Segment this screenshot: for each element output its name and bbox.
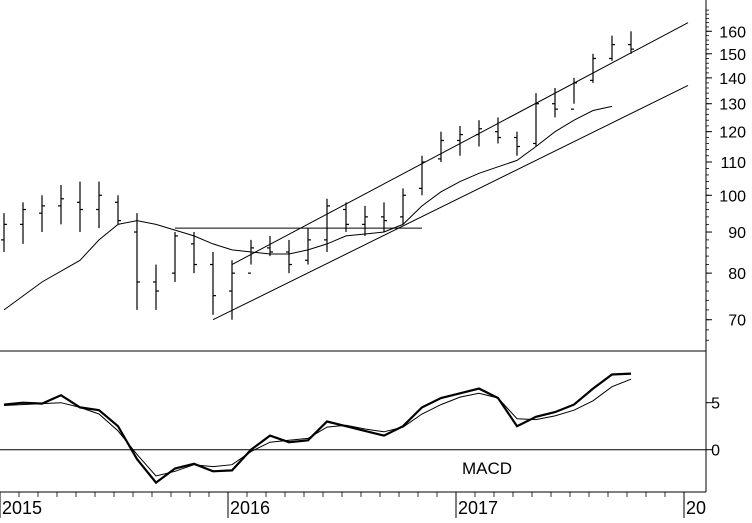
price-bar	[210, 251, 216, 315]
price-tick-label: 80	[728, 266, 746, 283]
price-tick-label: 110	[720, 155, 746, 172]
price-bar	[324, 198, 330, 252]
price-bar	[362, 205, 368, 236]
x-tick-label: 2016	[230, 498, 270, 518]
x-tick-label: 2017	[458, 498, 498, 518]
price-tick-label: 100	[719, 188, 746, 205]
price-bar	[305, 228, 311, 265]
price-bar	[115, 195, 121, 225]
price-bar	[191, 232, 197, 274]
chart-frame	[0, 0, 707, 493]
price-bar	[248, 239, 254, 274]
price-bar	[77, 181, 83, 233]
price-bar	[400, 188, 406, 225]
signal-line	[3, 378, 632, 477]
price-tick-label: 130	[719, 97, 746, 114]
price-bars	[1, 31, 634, 320]
price-bar	[267, 235, 273, 257]
moving-average-line	[3, 105, 613, 311]
trendlines	[175, 22, 689, 321]
price-bar	[134, 213, 140, 310]
price-bar	[514, 131, 520, 156]
macd-tick-label: 5	[711, 396, 720, 413]
price-bar	[590, 53, 596, 83]
macd-label: MACD	[462, 459, 512, 478]
price-tick-label: 70	[728, 313, 746, 330]
price-bar	[533, 93, 539, 147]
price-tick-label: 150	[719, 47, 746, 64]
price-tick-label: 90	[728, 225, 746, 242]
price-bar	[381, 202, 387, 233]
price-bar	[1, 213, 7, 252]
price-tick-label: 140	[719, 71, 746, 88]
price-bar	[628, 31, 634, 54]
price-bar	[495, 117, 501, 144]
price-bar	[457, 125, 463, 156]
price-bar	[96, 181, 102, 229]
x-tick-label: 20	[686, 498, 706, 518]
x-tick-label: 2015	[2, 498, 42, 518]
price-bar	[20, 202, 26, 244]
price-tick-label: 120	[719, 125, 746, 142]
price-bar	[419, 155, 425, 196]
price-bar	[153, 264, 159, 310]
macd-tick-label: 0	[711, 443, 720, 460]
macd-line	[3, 372, 632, 485]
price-bar	[609, 35, 615, 61]
price-bar	[286, 239, 292, 274]
trendline	[231, 22, 689, 265]
price-bar	[58, 184, 64, 225]
price-bar	[438, 131, 444, 163]
macd-panel	[0, 372, 706, 485]
price-bar	[343, 202, 349, 233]
price-bar	[39, 195, 45, 233]
price-tick-label: 160	[719, 24, 746, 41]
price-moving-average	[3, 105, 613, 311]
trendline	[212, 84, 689, 321]
axes: 70 80 90 100 110 120 130 140 150 160 0 5 2015 2016 201…	[0, 9, 746, 518]
price-bar	[172, 232, 178, 282]
